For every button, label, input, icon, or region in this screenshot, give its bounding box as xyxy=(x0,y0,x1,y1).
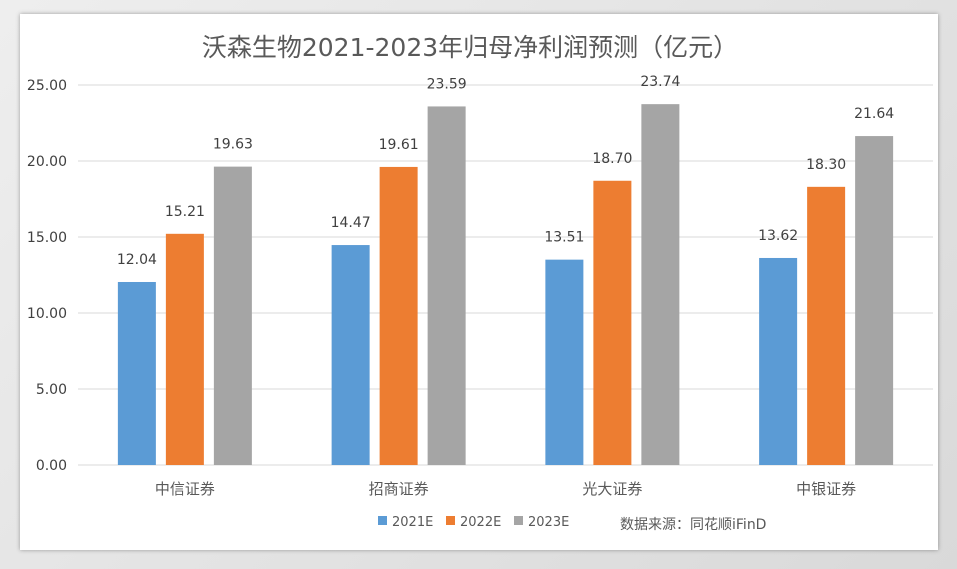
y-tick-label: 20.00 xyxy=(27,154,67,170)
bar-2021E xyxy=(117,281,156,465)
legend-label: 2021E xyxy=(392,515,433,530)
legend-swatch xyxy=(514,516,523,525)
data-labels: 12.04 15.21 19.63 14.47 19.61 23.59 13.51 18.70… xyxy=(117,74,894,268)
data-label: 13.51 xyxy=(544,230,584,246)
data-label: 14.47 xyxy=(331,215,371,231)
bar-2023E xyxy=(855,136,894,465)
bar-2023E xyxy=(641,104,680,465)
data-label: 23.74 xyxy=(640,74,680,90)
y-tick-label: 15.00 xyxy=(27,230,67,246)
category-label: 中信证券 xyxy=(155,480,215,498)
category-label: 招商证券 xyxy=(369,480,429,498)
legend-swatch xyxy=(378,516,387,525)
y-tick-label: 5.00 xyxy=(36,382,67,398)
legend-label: 2023E xyxy=(528,515,569,530)
category-label: 光大证券 xyxy=(582,480,642,498)
bar-2021E xyxy=(331,245,370,465)
data-label: 15.21 xyxy=(165,204,205,220)
bar-2021E xyxy=(759,257,798,465)
data-label: 19.63 xyxy=(213,137,253,153)
data-label: 21.64 xyxy=(854,106,894,122)
data-label: 23.59 xyxy=(427,76,467,92)
data-label: 18.30 xyxy=(806,157,846,173)
data-label: 18.70 xyxy=(592,151,632,167)
data-label: 19.61 xyxy=(379,137,419,153)
bar-2022E xyxy=(379,166,418,466)
data-label: 12.04 xyxy=(117,252,157,268)
x-axis-categories: 中信证券 招商证券 光大证券 中银证券 xyxy=(155,480,856,498)
bar-2021E xyxy=(545,259,584,465)
legend-label: 2022E xyxy=(460,515,501,530)
bars xyxy=(117,104,894,466)
y-tick-label: 10.00 xyxy=(27,306,67,322)
bar-2022E xyxy=(165,233,204,465)
y-tick-label: 0.00 xyxy=(36,458,67,474)
data-label: 13.62 xyxy=(758,228,798,244)
bar-2022E xyxy=(807,186,846,465)
y-tick-label: 25.00 xyxy=(27,78,67,94)
bar-2022E xyxy=(593,180,632,465)
category-label: 中银证券 xyxy=(796,480,856,498)
y-axis-ticks: 0.00 5.00 10.00 15.00 20.00 25.00 xyxy=(27,78,67,474)
source-note: 数据来源：同花顺iFinD xyxy=(620,517,766,533)
legend-swatch xyxy=(446,516,455,525)
legend: 2021E 2022E 2023E xyxy=(378,515,569,530)
gridlines xyxy=(78,84,933,466)
bar-2023E xyxy=(213,166,252,465)
bar-2023E xyxy=(427,106,466,465)
chart-title: 沃森生物2021-2023年归母净利润预测（亿元） xyxy=(202,33,738,62)
